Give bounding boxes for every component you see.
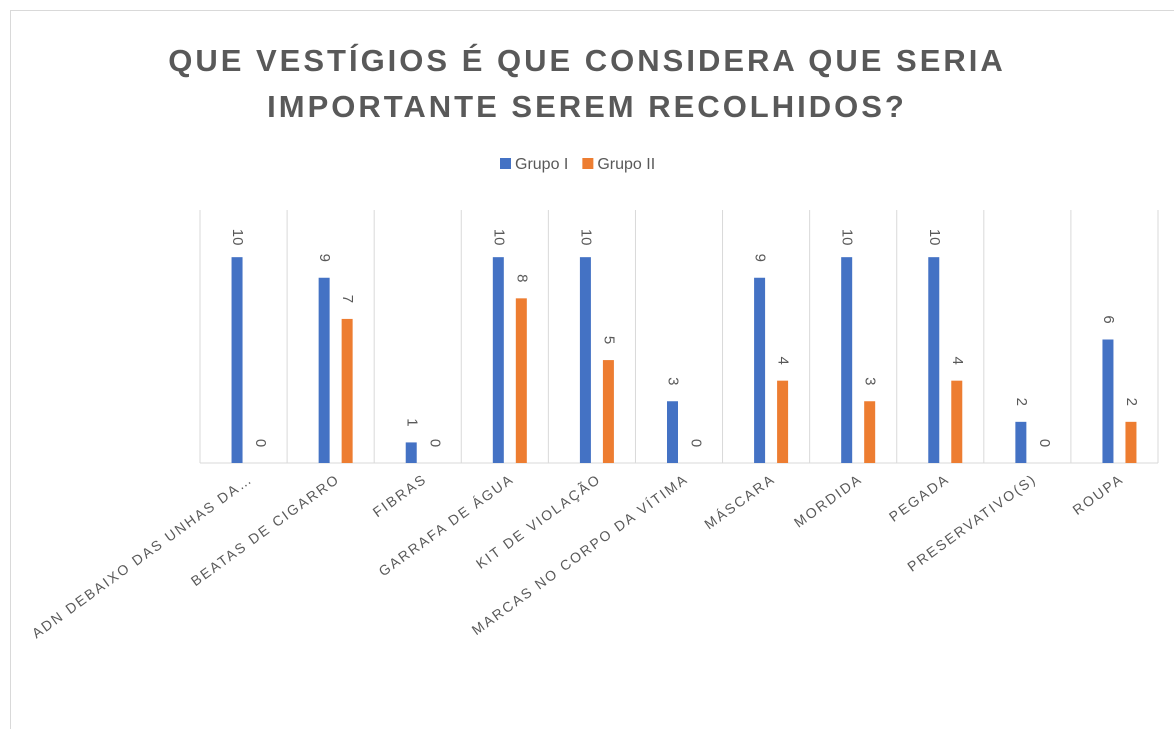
bar bbox=[579, 257, 591, 463]
legend-swatch bbox=[582, 158, 594, 169]
bar bbox=[667, 401, 678, 463]
bar bbox=[515, 298, 527, 463]
bar bbox=[754, 277, 766, 463]
data-label: 4 bbox=[949, 356, 966, 364]
data-label: 10 bbox=[229, 229, 246, 246]
data-label: 4 bbox=[775, 356, 792, 364]
x-tick-label: BEATAS DE CIGARRO bbox=[188, 470, 343, 589]
data-label: 9 bbox=[752, 254, 769, 262]
bar bbox=[951, 380, 963, 463]
legend-swatch bbox=[500, 158, 511, 169]
legend-label: Grupo I bbox=[515, 156, 568, 173]
data-label: 10 bbox=[926, 229, 943, 246]
bar bbox=[602, 360, 614, 463]
data-label: 0 bbox=[688, 439, 705, 447]
bar bbox=[405, 442, 417, 463]
data-label: 6 bbox=[1100, 315, 1117, 323]
bar bbox=[492, 257, 504, 463]
bar bbox=[777, 380, 789, 463]
bar bbox=[231, 257, 243, 463]
legend-label: Grupo II bbox=[597, 156, 655, 173]
data-label: 2 bbox=[1013, 398, 1030, 406]
bar bbox=[841, 257, 853, 463]
data-label: 0 bbox=[252, 439, 269, 447]
bar bbox=[1125, 421, 1137, 463]
bar bbox=[1102, 339, 1114, 463]
x-tick-label: ROUPA bbox=[1069, 470, 1126, 517]
data-label: 8 bbox=[513, 274, 530, 282]
data-label: 3 bbox=[862, 377, 879, 385]
bar bbox=[341, 318, 353, 463]
data-label: 10 bbox=[577, 229, 594, 246]
data-label: 10 bbox=[490, 229, 507, 246]
chart-border bbox=[10, 10, 1174, 729]
bar bbox=[928, 257, 940, 463]
bar bbox=[1015, 421, 1027, 463]
x-tick-label: MÁSCARA bbox=[701, 470, 778, 532]
data-label: 1 bbox=[403, 418, 420, 426]
x-tick-label: MORDIDA bbox=[791, 470, 865, 530]
x-tick-label: FIBRAS bbox=[370, 470, 430, 520]
x-tick-label: PEGADA bbox=[886, 470, 952, 524]
data-label: 2 bbox=[1123, 398, 1140, 406]
data-label: 9 bbox=[316, 254, 333, 262]
bar bbox=[318, 277, 330, 463]
data-label: 3 bbox=[665, 377, 682, 385]
data-label: 5 bbox=[600, 336, 617, 344]
data-label: 0 bbox=[426, 439, 443, 447]
data-label: 0 bbox=[1036, 439, 1053, 447]
chart-title: QUE VESTÍGIOS É QUE CONSIDERA QUE SERIA … bbox=[168, 43, 1006, 124]
data-label: 10 bbox=[839, 229, 856, 246]
bar bbox=[864, 401, 876, 463]
data-label: 7 bbox=[339, 295, 356, 303]
